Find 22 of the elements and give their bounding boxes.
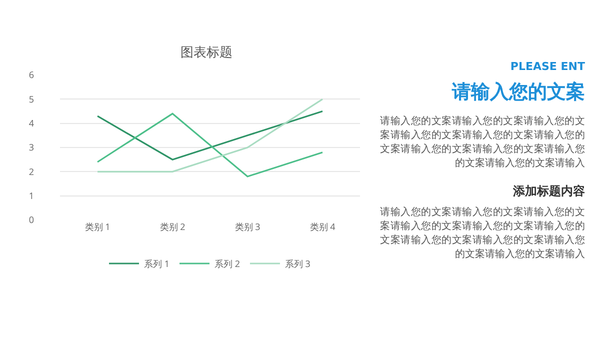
y-tick-label: 5 <box>28 92 34 106</box>
line-series <box>96 110 324 160</box>
legend-label: 系列 3 <box>284 257 310 270</box>
x-tick-label: 类别 1 <box>84 220 110 233</box>
line-series <box>96 112 324 178</box>
text: 请输入您的文案请输入您的文案请输入您的文案请输入您的文案请输入您的文案请输入您的文案请输入您的文案请输入您的文案请输入您的文案请输入您的文案请输入 <box>380 115 585 171</box>
y-tick-label: 0 <box>28 213 34 226</box>
x-tick-label: 类别 3 <box>234 220 260 233</box>
y-tick-label: 3 <box>28 140 34 154</box>
text: 添加标题内容 <box>512 183 585 200</box>
legend-label: 系列 1 <box>144 257 170 270</box>
legend-label: 系列 2 <box>214 257 240 270</box>
y-tick-label: 2 <box>28 164 34 178</box>
text: 请输入您的文案 <box>450 80 585 105</box>
chart-title: 图表标题 <box>180 42 232 61</box>
x-tick-label: 类别 4 <box>310 220 336 233</box>
y-tick-label: 6 <box>28 68 34 82</box>
y-tick-label: 4 <box>28 116 34 130</box>
x-tick-label: 类别 2 <box>160 220 186 233</box>
y-tick-label: 1 <box>28 188 34 202</box>
text: PLEASE ENT <box>509 60 585 73</box>
text: 请输入您的文案请输入您的文案请输入您的文案请输入您的文案请输入您的文案请输入您的文案请输入您的文案请输入您的文案请输入您的文案请输入您的文案请输入 <box>380 206 585 262</box>
